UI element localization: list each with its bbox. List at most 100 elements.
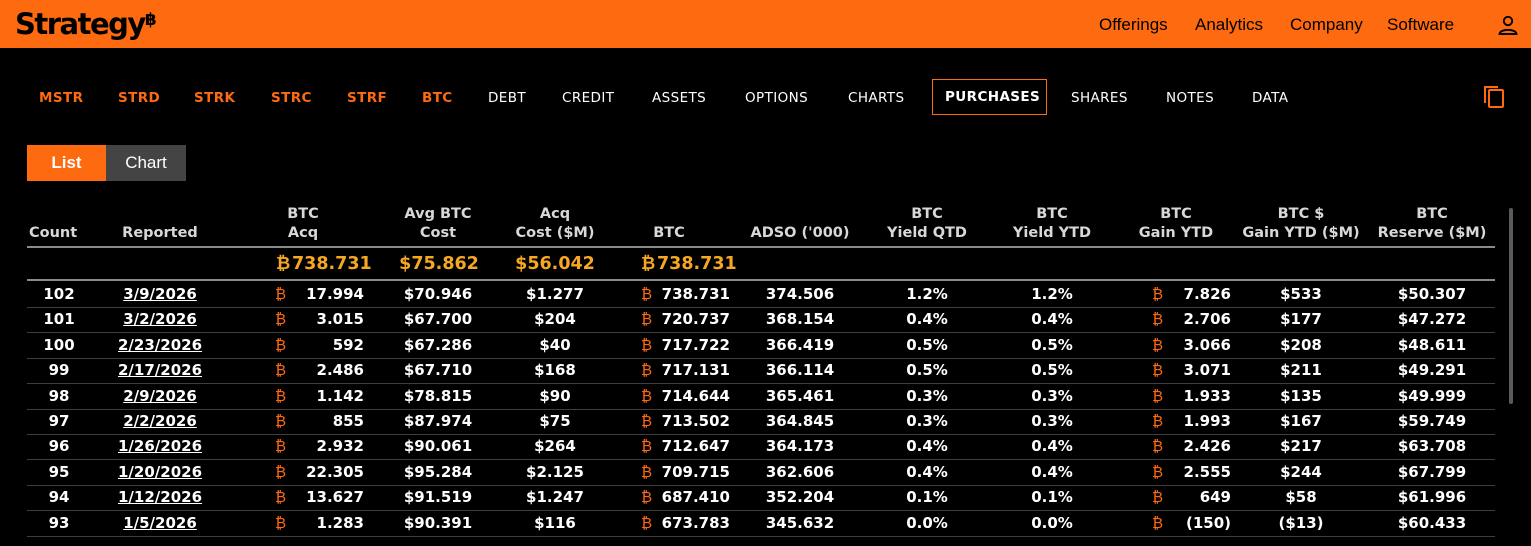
cell-btc-reserve: $61.996: [1397, 488, 1467, 507]
col-header-adso[interactable]: ADSO ('000): [750, 224, 850, 241]
cell-btc-symbol: ₿: [641, 462, 653, 481]
col-header-btc-acq[interactable]: BTC Acq: [287, 206, 319, 241]
cell-acq-cost: $75: [539, 412, 571, 430]
tab-data[interactable]: DATA: [1252, 90, 1289, 106]
cell-acq-cost: $2.125: [526, 462, 584, 481]
col-header-count[interactable]: Count: [29, 224, 78, 241]
total-btc-acq: 738.731: [292, 254, 372, 274]
col-header-reported[interactable]: Reported: [122, 224, 198, 241]
cell-btc-yield-qtd: 0.5%: [906, 361, 948, 380]
cell-btc-acq: 22.305: [306, 462, 364, 481]
cell-btc-gain-ytd: 2.426: [1183, 437, 1231, 456]
cell-count: 99: [48, 361, 70, 380]
cell-btc: 687.410: [661, 488, 730, 507]
total-btc-acq-symbol: ₿: [276, 254, 291, 274]
tab-purchases[interactable]: PURCHASES: [932, 79, 1047, 115]
cell-btc-yield-ytd: 0.0%: [1031, 513, 1073, 532]
cell-reported[interactable]: 2/23/2026: [117, 335, 203, 354]
col-header-btc-usd-gain-ytd[interactable]: BTC $ Gain YTD ($M): [1242, 206, 1360, 241]
tab-shares[interactable]: SHARES: [1071, 90, 1128, 106]
cell-btc-gain-symbol: ₿: [1152, 488, 1164, 507]
cell-btc-yield-qtd: 1.2%: [906, 285, 948, 303]
col-header-acq-cost[interactable]: Acq Cost ($M): [515, 206, 595, 241]
tab-options[interactable]: OPTIONS: [745, 90, 809, 106]
cell-avg-btc-cost: $67.700: [403, 310, 473, 329]
cell-btc-symbol: ₿: [641, 361, 653, 380]
cell-acq-cost: $1.277: [526, 285, 584, 303]
cell-reported[interactable]: 2/9/2026: [123, 386, 197, 405]
nav-software[interactable]: Software: [1387, 15, 1455, 34]
tab-strf[interactable]: STRF: [347, 90, 388, 106]
cell-btc-reserve: $49.999: [1397, 386, 1467, 405]
cell-btc: 720.737: [661, 310, 730, 329]
cell-reported[interactable]: 1/5/2026: [123, 513, 197, 532]
table-row: 95 1/20/2026 ₿ 22.305 $95.284 $2.125 ₿ 709.715 3…: [27, 460, 1495, 486]
cell-btc: 738.731: [661, 285, 730, 303]
cell-avg-btc-cost: $90.391: [403, 513, 473, 532]
cell-acq-cost: $90: [539, 386, 571, 405]
cell-reported[interactable]: 1/12/2026: [117, 488, 203, 507]
cell-adso: 366.419: [765, 335, 835, 354]
chart-view-button[interactable]: Chart: [106, 145, 186, 181]
cell-btc-usd-gain-ytd: $217: [1280, 437, 1322, 456]
top-bar: Strategy฿ Offerings Analytics Company So…: [0, 0, 1531, 48]
strategy-logo[interactable]: Strategy฿: [15, 4, 157, 44]
col-header-btc-yield-ytd[interactable]: BTC Yield YTD: [1012, 206, 1092, 241]
tab-assets[interactable]: ASSETS: [652, 90, 707, 106]
table-scrollbar[interactable]: [1509, 208, 1513, 404]
cell-reported[interactable]: 1/20/2026: [117, 462, 203, 481]
cell-btc-yield-ytd: 0.4%: [1031, 462, 1073, 481]
cell-btc-yield-ytd: 0.5%: [1031, 361, 1073, 380]
cell-btc-gain-symbol: ₿: [1152, 437, 1164, 456]
cell-btc-acq: 13.627: [306, 488, 364, 507]
nav-analytics[interactable]: Analytics: [1195, 15, 1264, 34]
cell-adso: 366.114: [765, 361, 835, 380]
table-row: 98 2/9/2026 ₿ 1.142 $78.815 $90 ₿ 714.644 365.46…: [27, 384, 1495, 410]
tab-mstr[interactable]: MSTR: [39, 90, 84, 106]
cell-btc-reserve: $60.433: [1397, 513, 1467, 532]
col-header-btc-reserve[interactable]: BTC Reserve ($M): [1377, 206, 1487, 241]
user-icon[interactable]: [1497, 14, 1519, 36]
col-header-btc-gain-ytd[interactable]: BTC Gain YTD: [1138, 206, 1214, 241]
cell-btc-acq: 2.486: [316, 361, 364, 380]
cell-reported[interactable]: 2/17/2026: [117, 361, 203, 380]
table-row: 94 1/12/2026 ₿ 13.627 $91.519 $1.247 ₿ 687.410 3…: [27, 485, 1495, 512]
col-header-avg-btc-cost[interactable]: Avg BTC Cost: [404, 206, 472, 241]
nav-offerings[interactable]: Offerings: [1099, 15, 1168, 34]
cell-btc-usd-gain-ytd: $58: [1285, 488, 1317, 507]
cell-btc-gain-symbol: ₿: [1152, 412, 1164, 430]
copy-icon[interactable]: [1482, 84, 1506, 110]
cell-btc-yield-ytd: 0.5%: [1031, 335, 1073, 354]
tab-charts[interactable]: CHARTS: [848, 90, 905, 106]
cell-count: 100: [43, 335, 75, 354]
cell-acq-cost: $40: [539, 335, 571, 354]
table-row: 102 3/9/2026 ₿ 17.994 $70.946 $1.277 ₿ 738.731 3…: [27, 282, 1495, 308]
tab-credit[interactable]: CREDIT: [562, 90, 615, 106]
tab-strc[interactable]: STRC: [271, 90, 312, 106]
col-header-btc-yield-qtd[interactable]: BTC Yield QTD: [887, 206, 967, 241]
cell-btc: 673.783: [661, 513, 730, 532]
cell-btc-symbol: ₿: [641, 335, 653, 354]
tab-btc[interactable]: BTC: [422, 90, 453, 106]
tab-strd[interactable]: STRD: [118, 90, 161, 106]
cell-avg-btc-cost: $90.061: [403, 437, 473, 456]
totals-divider: [27, 279, 1495, 281]
tab-debt[interactable]: DEBT: [488, 90, 527, 106]
cell-btc-yield-qtd: 0.3%: [906, 412, 948, 430]
cell-reported[interactable]: 2/2/2026: [123, 412, 197, 430]
cell-reported[interactable]: 3/2/2026: [123, 310, 197, 329]
cell-btc-gain-ytd: 2.706: [1183, 310, 1231, 329]
cell-btc-gain-symbol: ₿: [1152, 386, 1164, 405]
tab-notes[interactable]: NOTES: [1166, 90, 1215, 106]
col-header-btc[interactable]: BTC: [653, 224, 685, 241]
cell-btc-yield-qtd: 0.1%: [906, 488, 948, 507]
cell-adso: 352.204: [765, 488, 835, 507]
tab-strk[interactable]: STRK: [194, 90, 236, 106]
cell-reported[interactable]: 1/26/2026: [117, 437, 203, 456]
cell-btc-usd-gain-ytd: ($13): [1278, 513, 1324, 532]
cell-btc-gain-ytd: 7.826: [1183, 285, 1231, 303]
cell-reported[interactable]: 3/9/2026: [123, 285, 197, 303]
cell-btc-symbol: ₿: [641, 513, 653, 532]
list-view-button[interactable]: List: [27, 145, 106, 181]
nav-company[interactable]: Company: [1290, 15, 1363, 34]
